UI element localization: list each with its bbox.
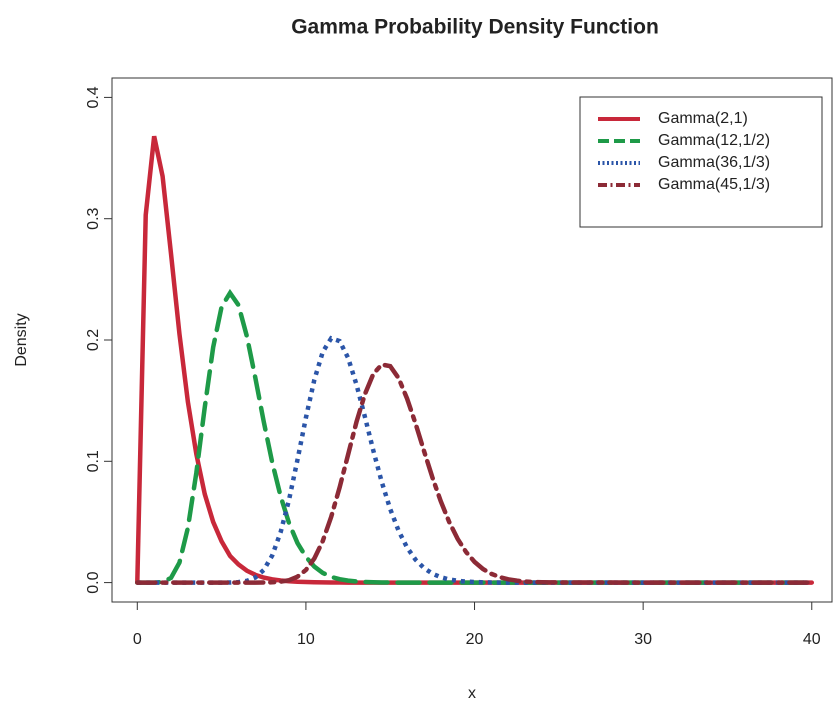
- x-tick-label: 40: [803, 631, 821, 648]
- legend-label: Gamma(2,1): [658, 110, 748, 127]
- legend-label: Gamma(36,1/3): [658, 154, 770, 171]
- y-axis-label: Density: [13, 313, 30, 366]
- series-line: [137, 335, 812, 585]
- x-tick-label: 30: [634, 631, 652, 648]
- series-line: [135, 288, 815, 585]
- y-tick-label: 0.0: [85, 571, 102, 593]
- chart-title: Gamma Probability Density Function: [291, 16, 659, 39]
- legend-label: Gamma(45,1/3): [658, 176, 770, 193]
- series-line: [135, 362, 815, 585]
- y-tick-label: 0.3: [85, 207, 102, 229]
- x-axis-label: x: [468, 685, 476, 702]
- legend: Gamma(2,1) Gamma(12,1/2) Gamma(36,1/3) Gamm…: [579, 96, 823, 228]
- y-tick-label: 0.2: [85, 329, 102, 351]
- legend-label: Gamma(12,1/2): [658, 132, 770, 149]
- x-tick-label: 0: [133, 631, 142, 648]
- y-tick-label: 0.4: [85, 86, 102, 108]
- x-tick-label: 20: [466, 631, 484, 648]
- x-tick-label: 10: [297, 631, 315, 648]
- y-tick-label: 0.1: [85, 450, 102, 472]
